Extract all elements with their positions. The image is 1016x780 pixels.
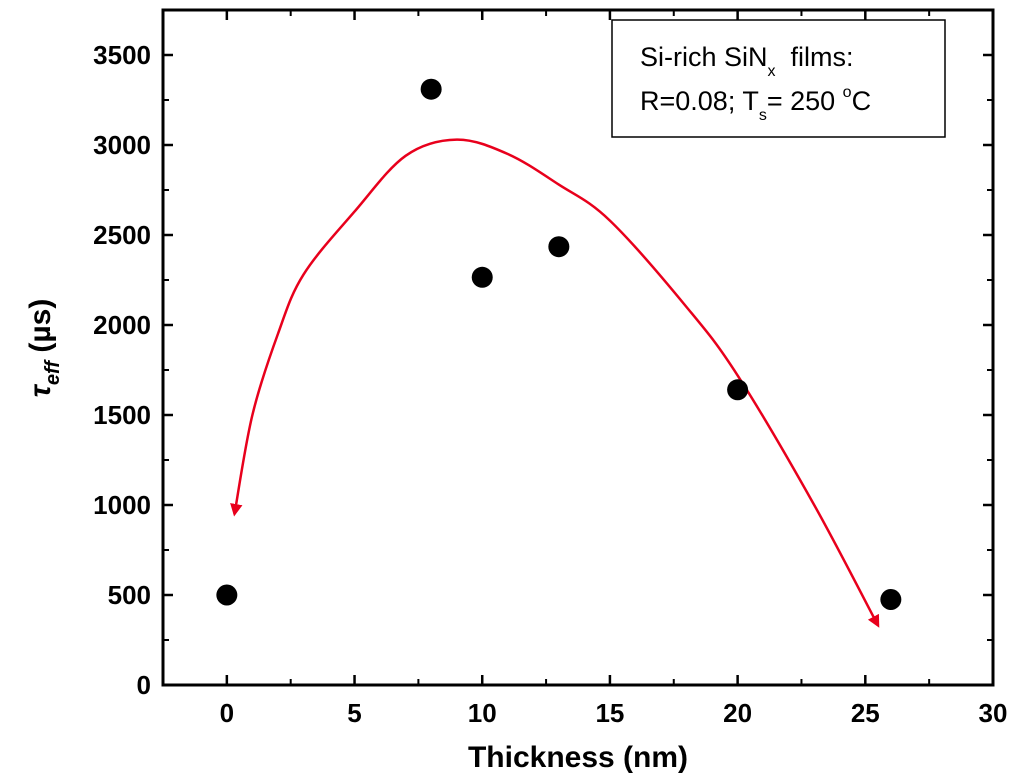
x-axis-tick-labels: 0 5 10 15 20 25 30 [220, 698, 1008, 728]
data-point [216, 584, 238, 606]
y-tick-label: 3500 [93, 40, 151, 70]
data-point [471, 266, 493, 288]
y-axis-ticks [163, 53, 993, 687]
y-axis-title: τeff (µs) [24, 299, 64, 398]
x-tick-label: 10 [468, 698, 497, 728]
legend-line-2-text: R=0.08; T [640, 86, 759, 116]
x-axis-title: Thickness (nm) [468, 741, 688, 774]
guide-curve [230, 138, 880, 628]
data-point [880, 589, 902, 610]
data-point [548, 236, 570, 258]
legend-line-2-subscript: s [759, 107, 767, 124]
data-point [727, 379, 749, 401]
y-axis-title-unit: (µs) [24, 299, 57, 361]
legend-line-1-after: films: [776, 42, 854, 72]
y-tick-label: 0 [137, 670, 151, 700]
y-tick-label: 2000 [93, 310, 151, 340]
legend-line-2-superscript: o [843, 84, 852, 101]
x-tick-label: 15 [595, 698, 624, 728]
x-tick-label: 30 [979, 698, 1008, 728]
legend-line-1-subscript: x [768, 63, 776, 80]
y-tick-label: 3000 [93, 130, 151, 160]
x-axis-ticks [225, 10, 995, 685]
y-axis-title-symbol: τ [24, 383, 57, 397]
y-tick-label: 1500 [93, 400, 151, 430]
legend-line-2: R=0.08; Ts= 250 oC [640, 84, 871, 124]
y-tick-label: 1000 [93, 490, 151, 520]
data-point [420, 78, 442, 100]
x-tick-label: 0 [220, 698, 234, 728]
legend-line-1-text: Si-rich SiN [640, 42, 768, 72]
y-axis-title-subscript: eff [42, 359, 64, 385]
legend-line-2-mid: = 250 [767, 86, 843, 116]
x-tick-label: 5 [347, 698, 361, 728]
y-tick-label: 500 [108, 580, 151, 610]
x-tick-label: 20 [723, 698, 752, 728]
plot-area-frame [161, 8, 995, 687]
legend-frame [611, 19, 946, 138]
data-points [216, 78, 902, 610]
x-tick-label: 25 [851, 698, 880, 728]
legend-line-2-after: C [852, 86, 872, 116]
y-axis-tick-labels: 0 500 1000 1500 2000 2500 3000 3500 [93, 40, 151, 700]
legend-box: Si-rich SiNx films: R=0.08; Ts= 250 oC [611, 19, 946, 138]
legend-line-1: Si-rich SiNx films: [640, 42, 854, 80]
y-tick-label: 2500 [93, 220, 151, 250]
